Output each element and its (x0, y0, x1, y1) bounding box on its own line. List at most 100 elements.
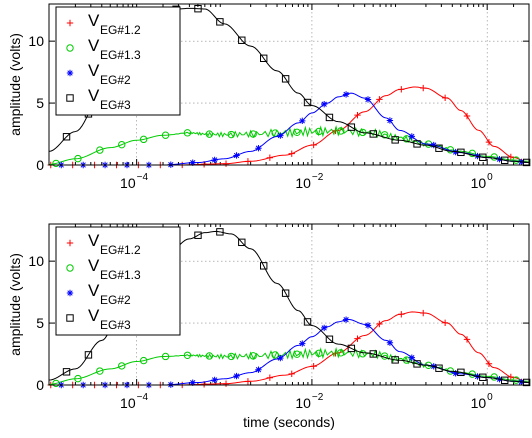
legend-label: V (88, 11, 100, 30)
data-point-marker (227, 130, 235, 139)
y-axis-label: amplitude (volts) (7, 253, 23, 356)
data-point-marker (457, 368, 465, 377)
data-point-marker (299, 117, 306, 125)
legend-label-subscript: EG#3 (100, 318, 131, 332)
data-point-marker (222, 380, 230, 387)
data-point-marker (74, 374, 82, 383)
data-point-marker (507, 153, 515, 161)
data-point-marker (271, 351, 279, 359)
data-point-marker (244, 378, 252, 385)
data-point-marker (96, 367, 104, 375)
data-point-marker (391, 356, 399, 364)
data-point-marker (211, 376, 218, 384)
legend-label: V (88, 86, 100, 105)
data-point-marker (260, 54, 268, 63)
data-point-marker (501, 376, 509, 385)
x-tick-label-exponent: 0 (487, 172, 493, 183)
data-point-marker (62, 133, 71, 141)
data-point-marker (325, 113, 334, 122)
data-point-marker (118, 140, 126, 149)
data-point-marker (320, 324, 328, 332)
legend-label: V (88, 306, 100, 325)
data-point-marker (420, 309, 427, 317)
data-point-marker (238, 238, 246, 247)
data-point-marker (277, 132, 284, 139)
data-point-marker (391, 136, 399, 144)
axes-box (48, 223, 530, 386)
data-point-marker (354, 335, 361, 342)
data-point-marker (507, 373, 515, 381)
data-point-marker (216, 228, 224, 236)
data-point-marker (522, 378, 531, 387)
data-point-marker (74, 154, 82, 163)
legend-label-subscript: EG#1.2 (100, 243, 141, 257)
legend-marker (66, 239, 74, 247)
data-point-marker (485, 360, 493, 367)
data-point-marker (216, 18, 224, 26)
legend-marker (66, 94, 74, 102)
x-tick-label: 10 (295, 395, 311, 411)
legend-label-subscript: EG#2 (100, 73, 131, 87)
data-point-marker (255, 366, 262, 373)
data-point-marker (194, 4, 202, 13)
x-tick-label: 10 (120, 175, 136, 191)
data-point-marker (293, 128, 301, 136)
data-point-marker (325, 335, 334, 343)
legend-label-subscript: EG#1.2 (100, 23, 141, 37)
data-point-marker (463, 112, 471, 120)
data-point-marker (435, 364, 443, 372)
data-point-marker (238, 36, 246, 44)
data-point-marker (288, 150, 295, 157)
data-point-marker (376, 320, 383, 328)
data-point-marker (479, 373, 487, 381)
data-point-marker (161, 352, 170, 361)
data-point-marker (293, 350, 301, 358)
data-point-marker (310, 141, 317, 149)
data-point-marker (359, 350, 367, 358)
legend-label-subscript: EG#3 (100, 98, 131, 112)
legend-label-subscript: EG#1.3 (100, 268, 141, 282)
y-tick-label: 5 (36, 315, 44, 331)
data-point-marker (380, 131, 389, 139)
data-point-marker (457, 148, 465, 157)
data-point-marker (452, 148, 459, 156)
data-point-marker (260, 262, 268, 270)
data-point-marker (96, 146, 104, 154)
data-point-marker (441, 319, 449, 326)
x-tick-label: 10 (295, 175, 311, 191)
legend-label-subscript: EG#1.3 (100, 48, 141, 62)
data-point-marker (376, 96, 383, 103)
y-tick-label: 10 (28, 253, 44, 269)
data-point-marker (189, 159, 196, 166)
legend: V EG#1.2V EG#1.3V EG#2V EG#3 (55, 6, 181, 116)
data-point-marker (435, 144, 443, 152)
data-point-marker (452, 370, 459, 377)
x-tick-label: 10 (471, 175, 487, 191)
data-point-marker (288, 370, 295, 378)
legend: V EG#1.2V EG#1.3V EG#2V EG#3 (55, 226, 181, 336)
data-point-marker (183, 351, 192, 359)
x-tick-label-exponent: −2 (312, 392, 324, 403)
y-tick-label: 5 (36, 95, 44, 111)
x-tick-label-exponent: −4 (137, 172, 149, 183)
data-point-marker (266, 154, 274, 161)
legend-marker (66, 314, 74, 322)
legend-marker (66, 19, 74, 27)
data-point-marker (342, 91, 350, 98)
data-point-marker (398, 86, 405, 93)
data-point-marker (463, 336, 471, 343)
data-point-marker (386, 117, 394, 124)
data-point-marker (408, 133, 416, 140)
series-line-eg-2 (49, 318, 529, 385)
data-point-marker (441, 94, 449, 102)
legend-marker (66, 69, 74, 77)
data-point-marker (364, 322, 372, 329)
y-tick-label: 0 (36, 157, 44, 173)
data-point-marker (337, 127, 345, 135)
data-point-marker (479, 153, 487, 161)
data-point-marker (161, 131, 170, 139)
data-point-marker (183, 129, 192, 137)
legend-marker (66, 264, 74, 272)
